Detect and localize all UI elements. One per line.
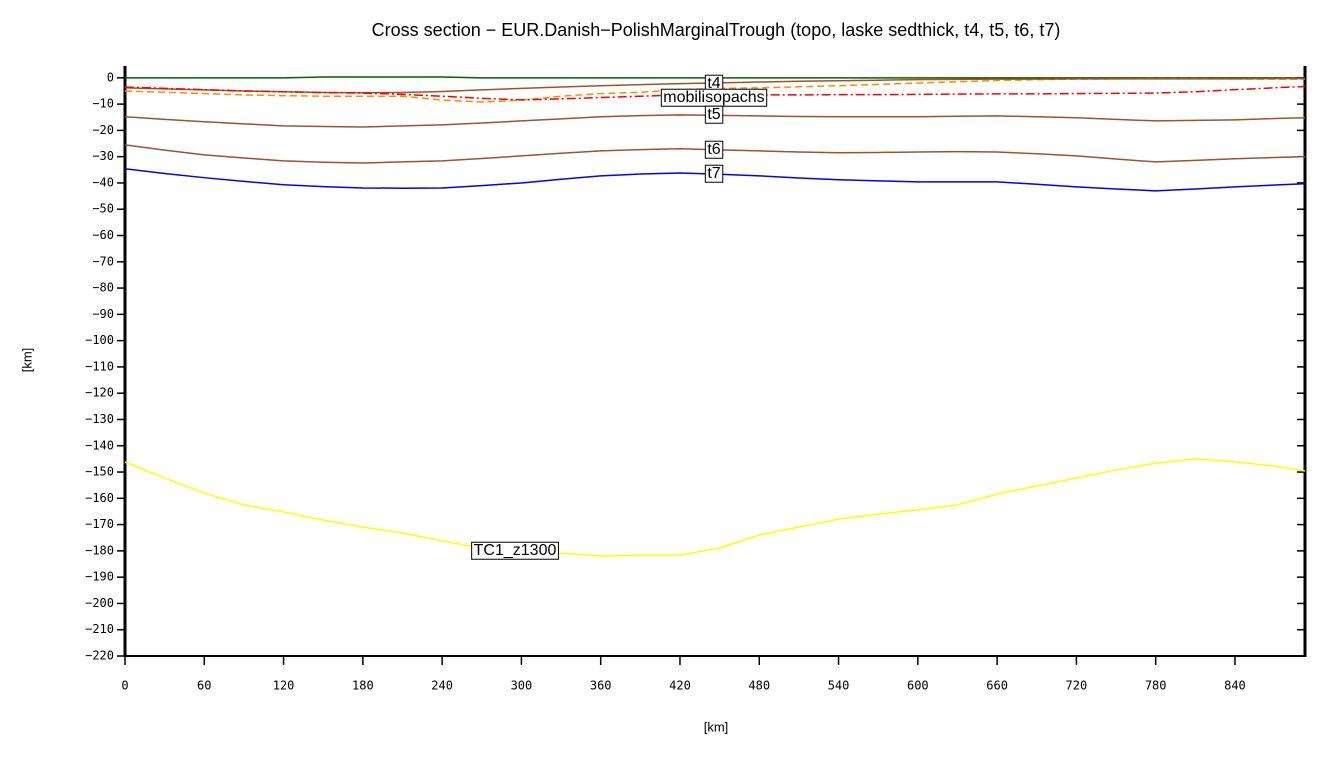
y-tick-label: −170 bbox=[85, 517, 114, 531]
y-tick-label: −30 bbox=[92, 149, 114, 163]
y-tick-label: −150 bbox=[85, 465, 114, 479]
x-tick-label: 180 bbox=[352, 679, 374, 693]
x-tick-label: 540 bbox=[828, 679, 850, 693]
label-box bbox=[471, 541, 559, 560]
y-tick-label: −120 bbox=[85, 386, 114, 400]
series-line bbox=[124, 458, 1306, 557]
series-line bbox=[124, 85, 1306, 101]
series-label: TC1_z1300 bbox=[474, 542, 557, 559]
y-tick-label: −60 bbox=[92, 228, 114, 242]
x-tick-label: 480 bbox=[748, 679, 770, 693]
y-tick-label: −200 bbox=[85, 596, 114, 610]
y-tick-label: −140 bbox=[85, 438, 114, 452]
y-tick-label: −80 bbox=[92, 281, 114, 295]
series-label: mobilisopachs bbox=[663, 89, 764, 106]
y-tick-label: −90 bbox=[92, 307, 114, 321]
series-label: t7 bbox=[707, 165, 720, 182]
y-tick-label: −70 bbox=[92, 254, 114, 268]
y-tick-label: −210 bbox=[85, 622, 114, 636]
x-tick-label: 60 bbox=[197, 679, 211, 693]
x-tick-label: 720 bbox=[1066, 679, 1088, 693]
x-tick-label: 660 bbox=[986, 679, 1008, 693]
series-label: t5 bbox=[707, 106, 720, 123]
x-tick-label: 420 bbox=[669, 679, 691, 693]
label-box bbox=[704, 164, 724, 183]
series-label: t6 bbox=[707, 141, 720, 158]
x-tick-label: 840 bbox=[1224, 679, 1246, 693]
x-axis-label: [km] bbox=[704, 719, 729, 734]
y-tick-label: −40 bbox=[92, 175, 114, 189]
y-tick-label: −180 bbox=[85, 543, 114, 557]
label-box bbox=[704, 105, 724, 124]
y-tick-label: 0 bbox=[107, 70, 114, 84]
x-tick-label: 240 bbox=[431, 679, 453, 693]
x-tick-label: 600 bbox=[907, 679, 929, 693]
y-tick-label: −110 bbox=[85, 359, 114, 373]
y-tick-label: −160 bbox=[85, 491, 114, 505]
x-tick-label: 120 bbox=[273, 679, 295, 693]
x-tick-label: 300 bbox=[511, 679, 533, 693]
series-label: t4 bbox=[707, 75, 720, 92]
x-tick-label: 780 bbox=[1145, 679, 1167, 693]
y-tick-label: −10 bbox=[92, 97, 114, 111]
x-tick-label: 360 bbox=[590, 679, 612, 693]
chart-title: Cross section − EUR.Danish−PolishMargina… bbox=[372, 20, 1061, 40]
y-tick-label: −130 bbox=[85, 412, 114, 426]
label-box bbox=[704, 140, 724, 159]
y-tick-label: −190 bbox=[85, 570, 114, 584]
y-axis-label: [km] bbox=[19, 348, 34, 373]
y-tick-label: −220 bbox=[85, 649, 114, 663]
y-tick-label: −50 bbox=[92, 202, 114, 216]
y-tick-label: −100 bbox=[85, 333, 114, 347]
y-tick-label: −20 bbox=[92, 123, 114, 137]
x-tick-label: 0 bbox=[121, 679, 128, 693]
